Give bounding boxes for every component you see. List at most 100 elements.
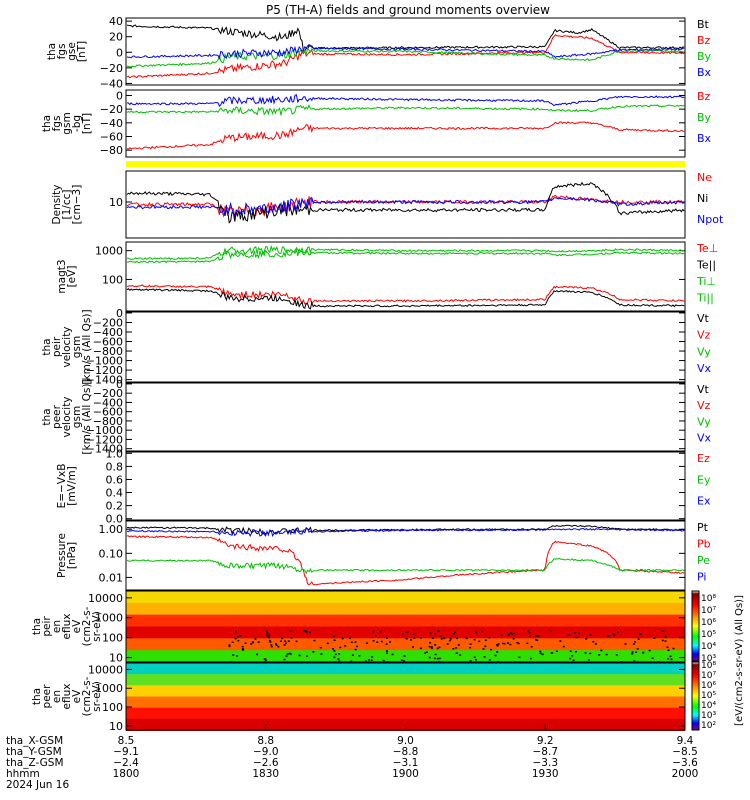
legend-entry: Ne	[697, 171, 712, 184]
panel-density: 10 Density[1/cc][cm−3] Ne Ni Npot	[51, 170, 724, 239]
noise-speck	[419, 647, 422, 650]
y-tick-label: 0.0	[106, 513, 124, 526]
x-tick-label-y: −9.1	[113, 746, 139, 758]
noise-speck	[642, 652, 645, 654]
spectrogram-band	[126, 663, 685, 676]
panel-frame	[125, 382, 686, 452]
noise-speck	[313, 639, 316, 642]
noise-speck	[612, 633, 615, 635]
legend-entry: Pi	[697, 570, 706, 583]
noise-speck	[512, 638, 515, 640]
noise-speck	[475, 631, 478, 634]
y-tick-label: 0.4	[106, 487, 124, 500]
legend-entry: Bz	[697, 90, 711, 103]
colorbar-tick-label: 10⁸	[701, 661, 716, 671]
legend-entry: Bx	[697, 66, 712, 79]
noise-speck	[386, 637, 388, 639]
noise-speck	[589, 652, 592, 655]
panel-frame	[125, 89, 686, 158]
noise-speck	[275, 644, 278, 646]
y-axis-label-line: [cm−3]	[71, 185, 83, 225]
noise-speck	[391, 653, 394, 656]
legend-entry: Npot	[697, 213, 724, 226]
noise-speck	[473, 656, 476, 659]
noise-speck	[569, 657, 572, 660]
noise-speck	[420, 637, 422, 639]
x-row-label: tha_Z-GSM	[6, 757, 64, 769]
noise-speck	[263, 658, 266, 660]
noise-speck	[509, 632, 512, 634]
noise-speck	[624, 643, 627, 645]
panel-pressure: 1.00 0.10 0.01 Pressure[nPa] Pt Pb Pe Pi	[56, 520, 711, 591]
y-axis-label-line: velocity	[61, 396, 73, 437]
legend-entry: Vy	[697, 345, 711, 358]
y-axis-label-line: gsm	[61, 112, 73, 134]
x-row-label: tha_Y-GSM	[6, 746, 62, 758]
y-tick-label: 1.0	[106, 447, 124, 460]
noise-speck	[662, 630, 665, 632]
legend-entry: Vz	[697, 399, 711, 412]
y-tick-label: −20	[100, 62, 123, 75]
noise-speck	[285, 655, 288, 657]
noise-speck	[405, 638, 408, 640]
y-axis-label-line: tha	[41, 408, 53, 425]
noise-speck	[244, 642, 247, 644]
noise-speck	[413, 637, 416, 639]
noise-speck	[631, 653, 634, 655]
y-tick-label: −40	[100, 117, 123, 130]
panel-frame	[125, 520, 686, 591]
noise-speck	[539, 652, 542, 655]
noise-speck	[434, 632, 437, 635]
y-axis-label-line: eV	[71, 689, 83, 703]
noise-speck	[234, 637, 237, 640]
noise-speck	[285, 642, 287, 644]
noise-speck	[527, 630, 530, 632]
noise-speck	[496, 651, 499, 653]
noise-speck	[634, 641, 636, 643]
y-tick-label: 10	[109, 720, 123, 733]
noise-speck	[667, 658, 670, 660]
spectrogram-band	[126, 707, 685, 720]
noise-speck	[290, 637, 293, 639]
y-tick-label: 1000	[95, 682, 123, 695]
panel-frame	[125, 17, 686, 86]
noise-speck	[428, 645, 431, 648]
noise-speck	[268, 634, 271, 637]
spectrogram-band	[126, 602, 685, 616]
noise-speck	[529, 635, 532, 637]
y-axis-label-line: gsm	[71, 406, 83, 428]
noise-speck	[483, 656, 486, 658]
y-axis-label-line: gsm	[71, 336, 83, 358]
y-axis-label-line: peer	[51, 404, 63, 429]
noise-speck	[513, 632, 516, 635]
series-fgs_gse-0	[126, 24, 685, 52]
noise-speck	[434, 653, 437, 656]
series-pressure-16	[126, 557, 685, 575]
noise-speck	[375, 635, 377, 637]
noise-speck	[265, 634, 268, 637]
legend-entry: Ni	[697, 192, 708, 205]
x-tick-label-z: −2.4	[113, 757, 139, 769]
noise-speck	[481, 630, 484, 633]
x-tick-label-y: −8.7	[533, 746, 559, 758]
noise-speck	[562, 645, 565, 648]
noise-speck	[465, 637, 468, 640]
noise-speck	[410, 639, 412, 641]
noise-speck	[326, 642, 329, 645]
colorbar-tick-label: 10⁵	[701, 630, 716, 640]
noise-speck	[456, 637, 459, 640]
colorbar-tick-label: 10²	[701, 721, 716, 731]
legend-entry: Vz	[697, 329, 711, 342]
spectrogram-peir_spec	[126, 591, 685, 664]
y-axis-label-line: sr-eV)	[91, 681, 103, 712]
panel-frame	[125, 311, 686, 383]
y-axis-label-line: [mV/m]	[66, 466, 78, 505]
series-temp-11	[126, 288, 685, 310]
noise-speck	[605, 653, 608, 656]
noise-speck	[446, 643, 449, 645]
noise-speck	[473, 639, 476, 641]
noise-speck	[661, 639, 664, 642]
noise-speck	[448, 639, 451, 642]
